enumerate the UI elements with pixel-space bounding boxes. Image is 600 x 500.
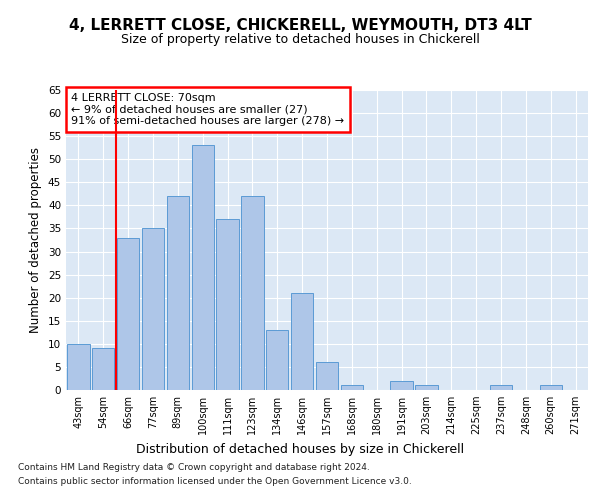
Bar xyxy=(142,228,164,390)
Bar xyxy=(539,386,562,390)
Bar xyxy=(167,196,189,390)
Text: Distribution of detached houses by size in Chickerell: Distribution of detached houses by size … xyxy=(136,442,464,456)
Bar xyxy=(490,386,512,390)
Text: Contains public sector information licensed under the Open Government Licence v3: Contains public sector information licen… xyxy=(18,477,412,486)
Text: 4 LERRETT CLOSE: 70sqm
← 9% of detached houses are smaller (27)
91% of semi-deta: 4 LERRETT CLOSE: 70sqm ← 9% of detached … xyxy=(71,93,344,126)
Bar xyxy=(341,386,363,390)
Bar xyxy=(266,330,289,390)
Bar xyxy=(241,196,263,390)
Bar xyxy=(217,219,239,390)
Bar xyxy=(67,344,89,390)
Bar xyxy=(191,146,214,390)
Bar xyxy=(391,381,413,390)
Y-axis label: Number of detached properties: Number of detached properties xyxy=(29,147,43,333)
Bar xyxy=(291,293,313,390)
Bar xyxy=(316,362,338,390)
Bar xyxy=(415,386,437,390)
Text: Contains HM Land Registry data © Crown copyright and database right 2024.: Contains HM Land Registry data © Crown c… xyxy=(18,464,370,472)
Text: Size of property relative to detached houses in Chickerell: Size of property relative to detached ho… xyxy=(121,32,479,46)
Bar xyxy=(92,348,115,390)
Bar xyxy=(117,238,139,390)
Text: 4, LERRETT CLOSE, CHICKERELL, WEYMOUTH, DT3 4LT: 4, LERRETT CLOSE, CHICKERELL, WEYMOUTH, … xyxy=(68,18,532,32)
